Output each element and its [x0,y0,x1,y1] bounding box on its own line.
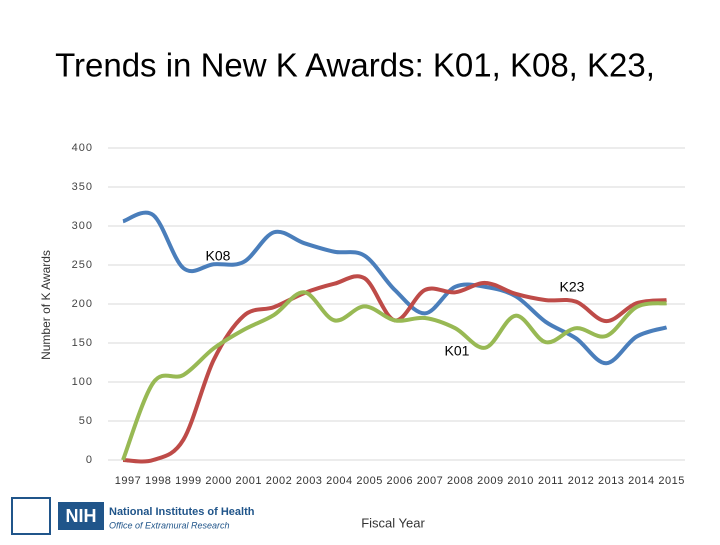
y-tick-label: 350 [72,181,93,193]
x-tick-label: 2001 [236,475,262,487]
y-tick-label: 50 [79,415,93,427]
x-tick-label: 1998 [145,475,171,487]
x-axis-label: Fiscal Year [361,515,425,530]
chart-title: Trends in New K Awards: K01, K08, K23, [55,47,655,84]
logo-office: Office of Extramural Research [109,520,230,530]
annotation: K01 [445,343,470,359]
x-tick-label: 2007 [417,475,443,487]
x-tick-label: 2011 [538,475,564,487]
annotation: K08 [206,248,231,264]
series-line [121,290,667,461]
annotation: K23 [560,279,585,295]
y-tick-label: 100 [72,376,93,388]
logo: NIH National Institutes of Health Office… [11,497,255,535]
nih-box [58,502,104,530]
x-tick-label: 1997 [115,475,141,487]
x-tick-label: 2015 [658,475,684,487]
x-tick-label: 2006 [387,475,413,487]
y-axis-label: Number of K Awards [39,250,53,360]
x-tick-label: 2010 [507,475,533,487]
hhs-icon [11,497,51,535]
y-tick-label: 400 [72,142,93,154]
x-tick-label: 2013 [598,475,624,487]
y-tick-label: 200 [72,298,93,310]
x-tick-label: 1999 [175,475,201,487]
x-tick-label: 2004 [326,475,352,487]
x-tick-label: 2000 [205,475,231,487]
x-tick-label: 2005 [356,475,382,487]
x-tick-label: 2002 [266,475,292,487]
y-tick-label: 250 [72,259,93,271]
logo-name: National Institutes of Health [109,506,255,518]
logo-abbr: NIH [66,506,97,526]
x-tick-label: 2012 [568,475,594,487]
x-tick-label: 2014 [628,475,654,487]
x-tick-label: 2008 [447,475,473,487]
y-tick-label: 150 [72,337,93,349]
x-tick-label: 2009 [477,475,503,487]
y-tick-label: 0 [86,454,93,466]
series-line [122,210,668,366]
x-tick-label: 2003 [296,475,322,487]
y-tick-label: 300 [72,220,93,232]
